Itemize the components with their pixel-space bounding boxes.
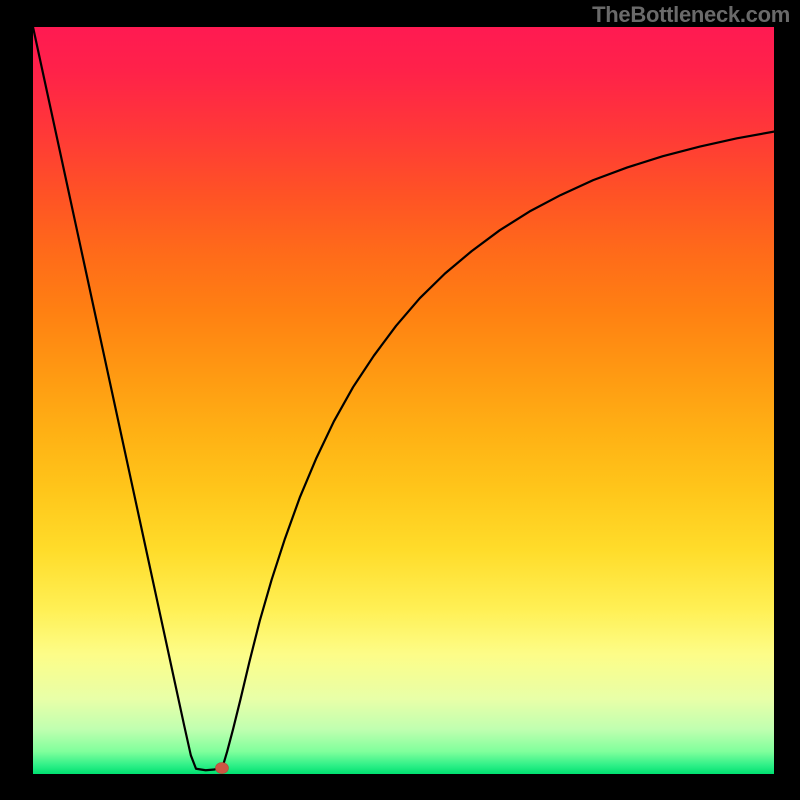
watermark-label: TheBottleneck.com [592, 2, 790, 28]
chart-background [33, 27, 774, 774]
optimal-point-marker [215, 762, 228, 773]
chart-frame: TheBottleneck.com [0, 0, 800, 800]
bottleneck-chart [33, 27, 774, 774]
